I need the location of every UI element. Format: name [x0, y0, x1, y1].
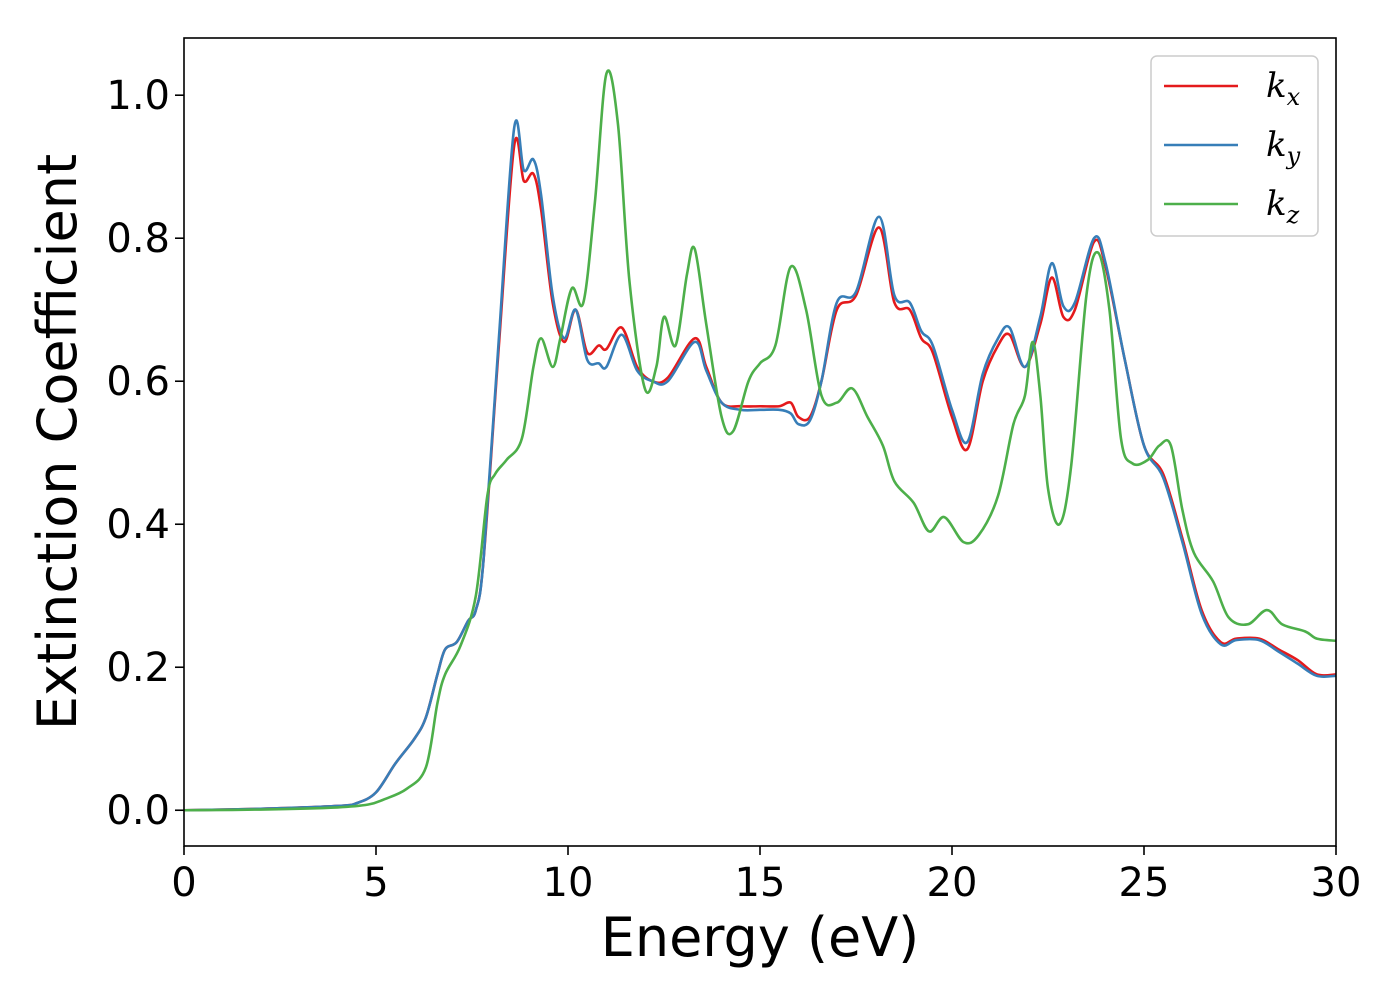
x-axis-title: Energy (eV) [601, 906, 920, 969]
series-line-k-y [184, 119, 1336, 812]
y-axis-ticks: 0.0 0.2 0.4 0.6 0.8 1.0 [106, 73, 184, 834]
y-tick-label: 0.0 [106, 788, 170, 834]
y-tick-label: 1.0 [106, 73, 170, 119]
x-tick-label: 15 [735, 860, 786, 906]
x-tick-label: 30 [1311, 860, 1362, 906]
series-line-k-z [184, 69, 1336, 812]
legend-label-k-y: ky [1266, 125, 1301, 170]
legend-label-k-z: kz [1266, 184, 1300, 229]
y-axis-title: Extinction Coefficient [26, 154, 89, 730]
x-tick-label: 25 [1119, 860, 1170, 906]
legend: kx ky kz [1150, 55, 1319, 237]
y-tick-label: 0.2 [106, 645, 170, 691]
legend-label-k-x: kx [1266, 66, 1301, 111]
x-tick-label: 10 [543, 860, 594, 906]
x-tick-label: 20 [927, 860, 978, 906]
y-tick-label: 0.4 [106, 502, 170, 548]
x-tick-label: 5 [363, 860, 388, 906]
y-tick-label: 0.8 [106, 216, 170, 262]
series-lines [184, 69, 1336, 812]
y-tick-label: 0.6 [106, 359, 170, 405]
x-axis-ticks: 0 5 10 15 20 25 30 [171, 846, 1361, 906]
x-tick-label: 0 [171, 860, 196, 906]
